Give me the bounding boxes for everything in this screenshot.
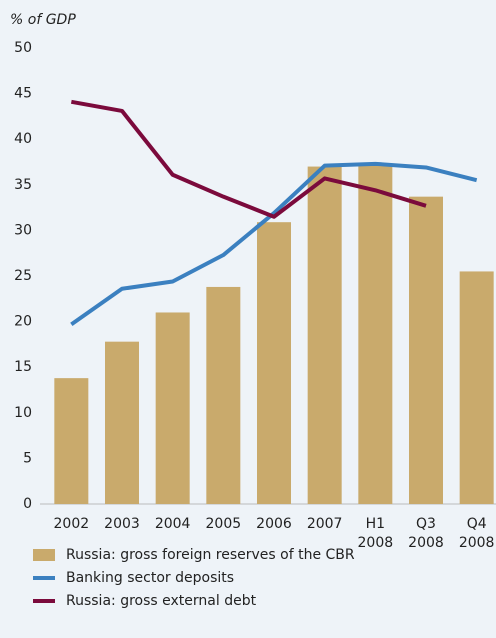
x-tick-label: 2004 xyxy=(154,516,191,532)
x-tick-label: 2005 xyxy=(205,516,242,532)
x-tick-label: H1 2008 xyxy=(357,516,394,551)
legend-label: Russia: gross external debt xyxy=(66,593,257,609)
y-tick-label: 15 xyxy=(14,359,32,375)
y-tick-label: 5 xyxy=(23,450,32,466)
x-tick-label: Q3 2008 xyxy=(408,516,444,551)
legend-swatch xyxy=(33,549,55,561)
x-tick-label: 2003 xyxy=(104,516,140,532)
y-tick-label: 25 xyxy=(14,268,32,284)
y-tick-label: 30 xyxy=(14,222,32,238)
x-tick-label: 2007 xyxy=(306,516,343,532)
y-axis-label: % of GDP xyxy=(10,12,76,28)
y-tick-label: 20 xyxy=(14,314,32,330)
legend-label: Russia: gross foreign reserves of the CB… xyxy=(66,547,355,563)
x-tick-label: Q4 2008 xyxy=(458,516,495,551)
y-tick-label: 35 xyxy=(14,177,32,193)
bar xyxy=(105,341,139,504)
y-tick-label: 45 xyxy=(14,86,32,102)
legend-label: Banking sector deposits xyxy=(66,570,234,586)
bar xyxy=(409,196,443,504)
y-tick-label: 40 xyxy=(14,131,32,147)
bar xyxy=(307,166,342,504)
bar xyxy=(459,271,494,504)
x-tick-label: 2002 xyxy=(53,516,90,532)
line xyxy=(70,99,427,219)
line xyxy=(70,161,478,326)
x-tick-label: 2006 xyxy=(256,516,292,532)
y-tick-label: 10 xyxy=(14,405,32,421)
bar xyxy=(206,286,241,504)
y-tick-label: 0 xyxy=(23,496,32,512)
bar xyxy=(54,378,89,504)
bar xyxy=(358,164,393,504)
y-tick-label: 50 xyxy=(14,40,32,56)
bar xyxy=(155,312,190,504)
bar xyxy=(257,222,291,504)
